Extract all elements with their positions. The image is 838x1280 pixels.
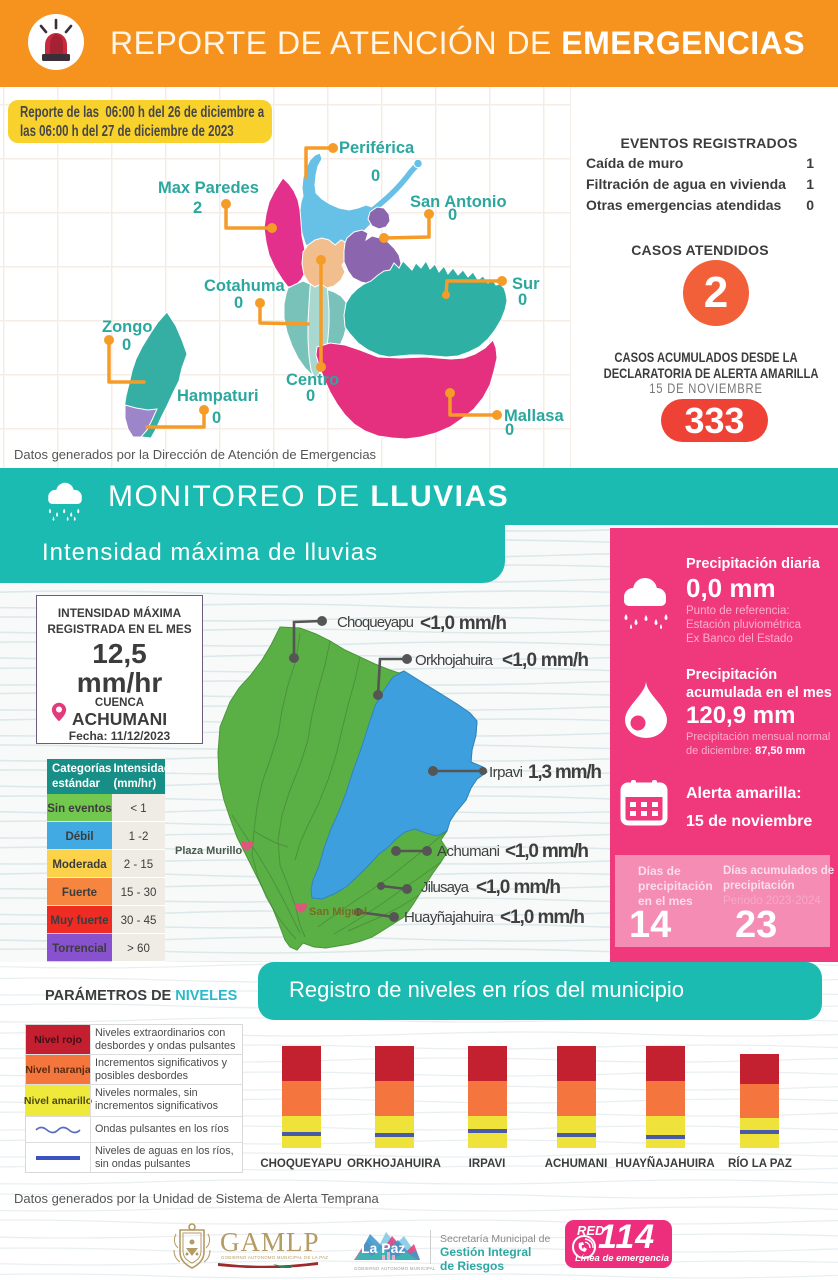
svg-text:0: 0 (306, 387, 315, 405)
svg-text:Mallasa: Mallasa (504, 407, 564, 425)
svg-text:Hampaturi: Hampaturi (177, 387, 259, 405)
svg-text:0: 0 (518, 291, 527, 309)
svg-text:0: 0 (371, 167, 380, 185)
svg-text:Choqueyapu: Choqueyapu (337, 614, 414, 631)
svg-text:<1,0 mm/h: <1,0 mm/h (476, 877, 561, 898)
svg-text:<1,0 mm/h: <1,0 mm/h (420, 613, 507, 634)
svg-text:Huayñajahuira: Huayñajahuira (404, 909, 495, 926)
svg-text:La Paz: La Paz (361, 1240, 405, 1256)
svg-text:Irpavi: Irpavi (489, 764, 523, 781)
svg-text:Sur: Sur (512, 275, 540, 293)
svg-text:Cotahuma: Cotahuma (204, 277, 285, 295)
svg-text:Zongo: Zongo (102, 318, 152, 336)
svg-text:Plaza Murillo: Plaza Murillo (175, 845, 243, 857)
svg-text:0: 0 (212, 409, 221, 427)
svg-text:0: 0 (122, 336, 131, 354)
svg-text:<1,0 mm/h: <1,0 mm/h (502, 650, 589, 671)
svg-text:2: 2 (193, 199, 202, 217)
svg-text:Orkhojahuira: Orkhojahuira (415, 652, 494, 669)
svg-text:0: 0 (234, 294, 243, 312)
svg-text:1,3 mm/h: 1,3 mm/h (528, 762, 602, 783)
svg-text:<1,0 mm/h: <1,0 mm/h (505, 841, 589, 862)
svg-text:0: 0 (505, 421, 514, 439)
svg-text:<1,0 mm/h: <1,0 mm/h (500, 907, 585, 928)
svg-text:Achumani: Achumani (437, 843, 500, 860)
svg-text:0: 0 (448, 206, 457, 224)
svg-text:Max Paredes: Max Paredes (158, 179, 259, 197)
svg-text:Periférica: Periférica (339, 139, 415, 157)
svg-text:San Antonio: San Antonio (410, 193, 507, 211)
svg-text:Jilusaya: Jilusaya (421, 879, 470, 896)
svg-text:San Miguel: San Miguel (309, 906, 367, 918)
svg-text:Centro: Centro (286, 371, 339, 389)
